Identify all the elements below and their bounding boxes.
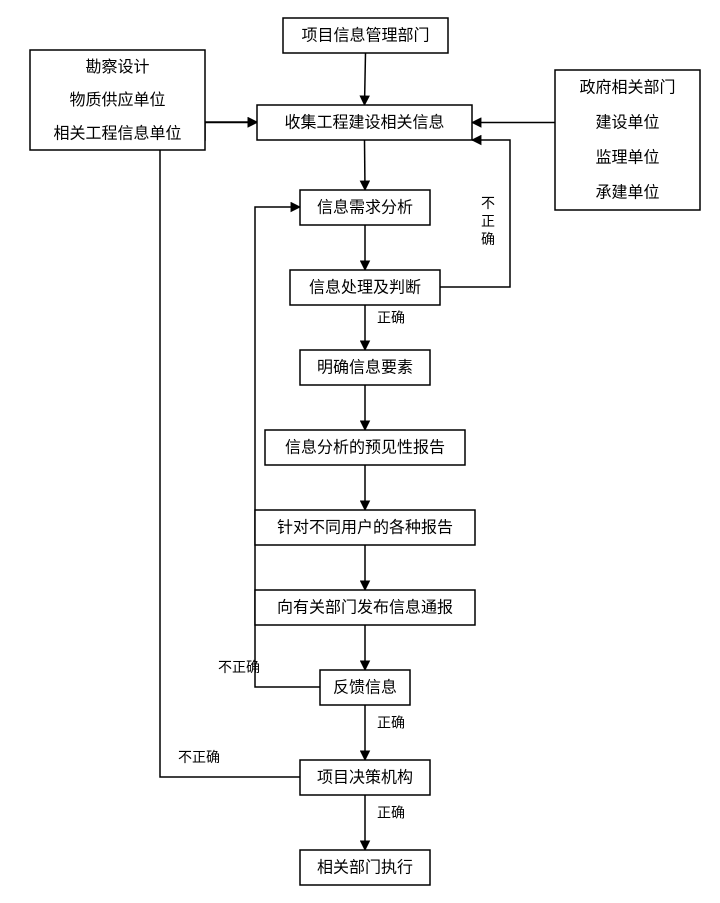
node-text: 承建单位 — [595, 184, 659, 202]
node-n_right: 政府相关部门建设单位监理单位承建单位 — [555, 70, 700, 210]
node-text: 明确信息要素 — [317, 359, 413, 377]
edge-label: 正 — [481, 213, 495, 229]
node-text: 物质供应单位 — [69, 90, 165, 109]
edge-label: 正确 — [377, 310, 405, 326]
edge-label: 正确 — [377, 805, 405, 821]
node-n_collect: 收集工程建设相关信息 — [257, 105, 472, 140]
node-n_clarify: 明确信息要素 — [300, 350, 430, 385]
node-n_users: 针对不同用户的各种报告 — [255, 510, 475, 545]
node-text: 相关部门执行 — [317, 859, 413, 877]
node-text: 监理单位 — [595, 149, 659, 167]
edge — [365, 140, 366, 190]
node-text: 收集工程建设相关信息 — [284, 114, 444, 132]
node-n_report: 信息分析的预见性报告 — [265, 430, 465, 465]
node-n_process: 信息处理及判断 — [290, 270, 440, 305]
node-n_demand: 信息需求分析 — [300, 190, 430, 225]
node-text: 项目信息管理部门 — [301, 27, 429, 45]
node-text: 相关工程信息单位 — [53, 125, 181, 143]
node-text: 建设单位 — [595, 114, 659, 132]
node-n_feedback: 反馈信息 — [320, 670, 410, 705]
edge-label: 确 — [481, 231, 495, 247]
edge — [365, 53, 366, 105]
node-n_top: 项目信息管理部门 — [283, 18, 448, 53]
flowchart-diagram: 项目信息管理部门勘察设计物质供应单位相关工程信息单位 政府相关部门建设单位监理单位… — [0, 0, 720, 903]
node-text: 向有关部门发布信息通报 — [277, 599, 453, 617]
feedback-edge-process_to_collect — [440, 140, 510, 287]
node-text: 勘察设计 — [85, 58, 149, 76]
node-text: 针对不同用户的各种报告 — [277, 519, 453, 537]
node-text: 信息需求分析 — [317, 199, 413, 217]
node-text: 信息处理及判断 — [309, 279, 421, 297]
node-n_left: 勘察设计物质供应单位相关工程信息单位 — [30, 50, 205, 150]
node-n_execute: 相关部门执行 — [300, 850, 430, 885]
node-n_decision: 项目决策机构 — [300, 760, 430, 795]
node-text: 反馈信息 — [333, 679, 397, 697]
edge-label: 正确 — [377, 715, 405, 731]
edge-label: 不正确 — [218, 659, 260, 675]
node-n_notify: 向有关部门发布信息通报 — [255, 590, 475, 625]
node-text: 政府相关部门 — [579, 79, 675, 97]
edge-label: 不 — [481, 195, 495, 211]
node-text: 项目决策机构 — [317, 769, 413, 787]
edge-label: 不正确 — [178, 749, 220, 765]
node-text: 信息分析的预见性报告 — [285, 439, 445, 457]
